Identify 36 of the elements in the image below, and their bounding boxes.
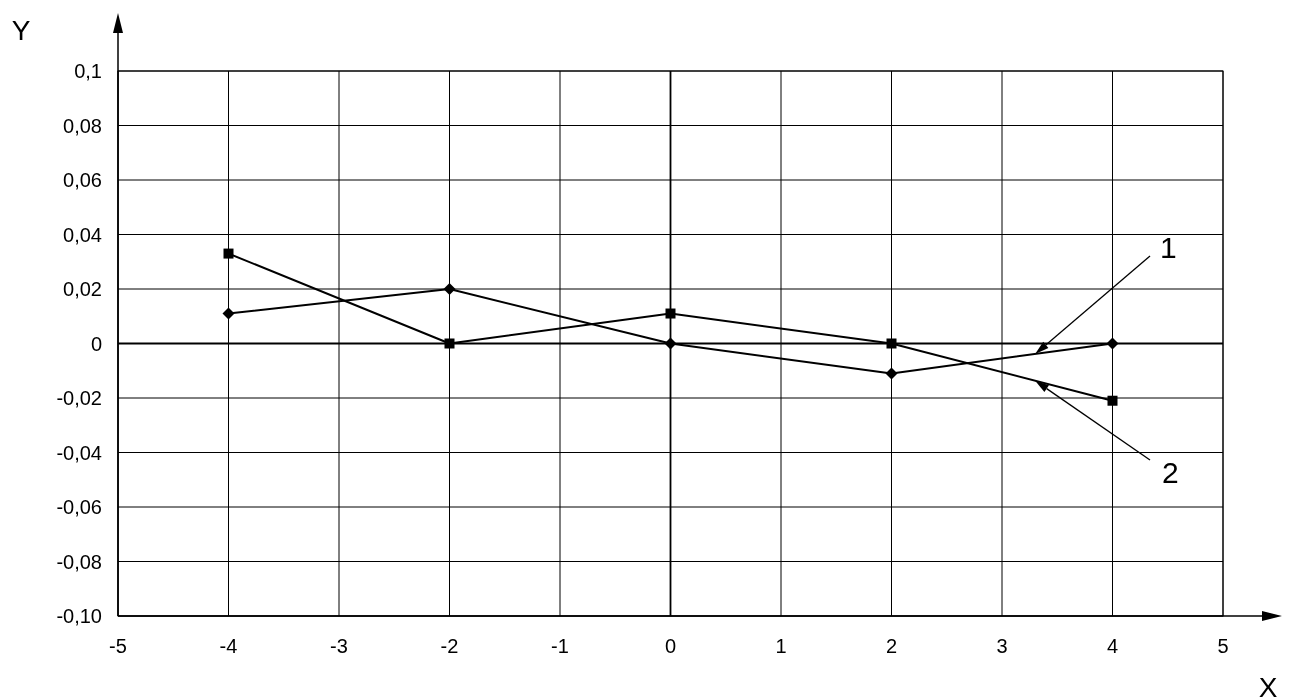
text: 1 <box>1160 231 1177 264</box>
point <box>1106 337 1119 350</box>
y-tick-label: 0,1 <box>74 60 102 82</box>
y-tick-label: -0,10 <box>56 605 102 627</box>
x-tick-label: -1 <box>551 635 569 657</box>
x-tick-label: -2 <box>440 635 459 657</box>
point <box>223 248 234 259</box>
x-tick-label: -3 <box>330 635 348 657</box>
point <box>222 307 235 320</box>
point <box>665 308 676 319</box>
y-tick-label: -0,06 <box>56 496 102 518</box>
y-axis-title: Y <box>11 15 31 46</box>
x-tick-label: -4 <box>219 635 238 657</box>
x-tick-label: 1 <box>775 635 787 657</box>
y-tick-label: -0,08 <box>56 550 102 573</box>
x-tick-label: 5 <box>1217 635 1229 657</box>
point <box>444 338 455 349</box>
x-tick-label: 4 <box>1106 635 1119 657</box>
x-tick-label: 0 <box>664 635 677 657</box>
x-tick-label: 3 <box>996 635 1008 657</box>
point <box>886 338 897 349</box>
y-tick-label: 0,02 <box>63 278 102 300</box>
y-tick-label: 0,08 <box>63 114 102 137</box>
y-tick-label: -0,04 <box>56 441 102 464</box>
y-tick-label: 0,04 <box>63 223 102 246</box>
text: 2 <box>1162 456 1179 489</box>
y-tick-label: 0,06 <box>63 169 102 191</box>
y-tick-label: 0 <box>90 332 102 355</box>
x-tick-label: -5 <box>109 635 127 657</box>
point <box>443 283 456 295</box>
y-tick-label: -0,02 <box>56 387 102 409</box>
point <box>885 367 898 380</box>
point <box>664 337 677 350</box>
x-tick-label: 2 <box>885 635 898 657</box>
x-axis-title: X <box>1258 672 1278 700</box>
point <box>1107 395 1118 406</box>
